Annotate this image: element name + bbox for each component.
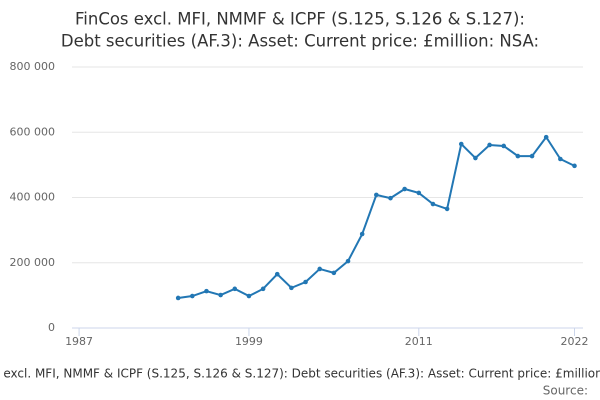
point [543, 134, 549, 140]
point [359, 231, 365, 237]
point [416, 190, 422, 196]
point [430, 201, 436, 207]
point [345, 258, 351, 264]
chart-title: FinCos excl. MFI, NMMF & ICPF (S.125, S.… [75, 10, 525, 29]
point [175, 295, 181, 301]
source: Source: [543, 384, 588, 398]
point [190, 293, 195, 299]
series-line [178, 135, 575, 299]
point [388, 195, 393, 201]
y-tick-label: 600 000 [10, 125, 56, 138]
point [501, 143, 507, 149]
chart-title: Debt securities (AF.3): Asset: Current p… [61, 32, 539, 51]
x-tick-label: 2011 [405, 335, 433, 348]
point [458, 141, 464, 147]
point [331, 270, 337, 276]
y-tick-label: 0 [48, 321, 55, 334]
point [473, 155, 478, 161]
point [487, 142, 492, 148]
x-tick-label: 1987 [65, 335, 93, 348]
point [289, 285, 294, 291]
x-tick-label: 2022 [561, 335, 589, 348]
point [218, 292, 223, 298]
footer-title: FinCos excl. MFI, NMMF & ICPF (S.125, S.… [0, 367, 600, 381]
point [317, 266, 323, 272]
point [515, 153, 521, 159]
point [558, 156, 563, 162]
point [572, 163, 577, 169]
y-tick-label: 400 000 [10, 191, 56, 204]
point [232, 286, 238, 292]
y-tick-label: 800 000 [10, 60, 56, 73]
point [303, 279, 308, 285]
point [402, 186, 407, 192]
point [444, 206, 450, 212]
point [529, 153, 535, 159]
point [246, 293, 252, 299]
y-tick-label: 200 000 [10, 256, 56, 269]
point [374, 192, 379, 198]
point [260, 286, 266, 292]
point [274, 271, 280, 277]
x-tick-label: 1999 [235, 335, 263, 348]
point [204, 288, 209, 294]
